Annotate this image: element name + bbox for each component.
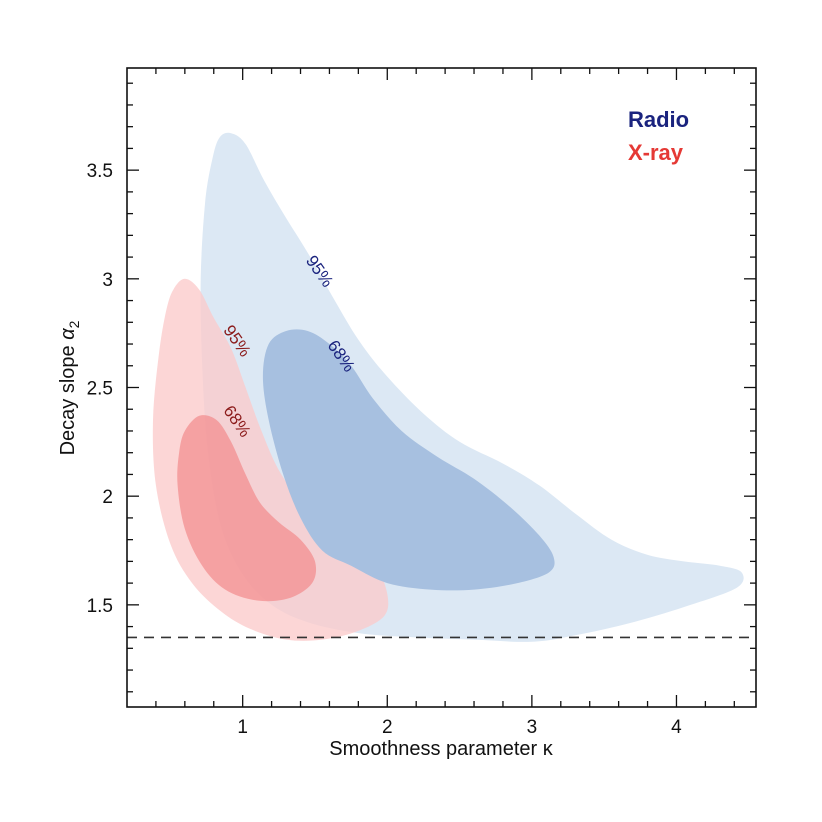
x-axis: 1 2 3 4 bbox=[155, 68, 735, 738]
y-tick-label: 2.5 bbox=[87, 379, 113, 400]
y-tick-label: 2 bbox=[102, 487, 113, 508]
y-tick-label: 3 bbox=[102, 270, 113, 291]
y-tick-label: 1.5 bbox=[87, 596, 113, 617]
xray-contour-68 bbox=[177, 415, 317, 602]
legend-entry-xray: X-ray bbox=[628, 140, 684, 165]
radio-contour-68 bbox=[262, 329, 555, 591]
y-axis-label: Decay slope α2 bbox=[57, 320, 82, 455]
y-axis-label-symbol: α bbox=[57, 328, 79, 340]
y-axis-label-text: Decay slope bbox=[57, 340, 79, 456]
x-tick-label: 4 bbox=[671, 717, 682, 738]
contour-regions bbox=[152, 132, 744, 642]
x-tick-label: 2 bbox=[382, 717, 393, 738]
x-tick-label: 1 bbox=[237, 717, 248, 738]
y-axis: 1.5 2 2.5 3 3.5 bbox=[87, 82, 756, 693]
x-tick-label: 3 bbox=[527, 717, 538, 738]
y-tick-label: 3.5 bbox=[87, 161, 113, 182]
x-axis-label: Smoothness parameter κ bbox=[329, 738, 553, 760]
legend-entry-radio: Radio bbox=[628, 107, 689, 132]
y-axis-label-subscript: 2 bbox=[66, 320, 82, 328]
legend: Radio X-ray bbox=[628, 107, 689, 165]
